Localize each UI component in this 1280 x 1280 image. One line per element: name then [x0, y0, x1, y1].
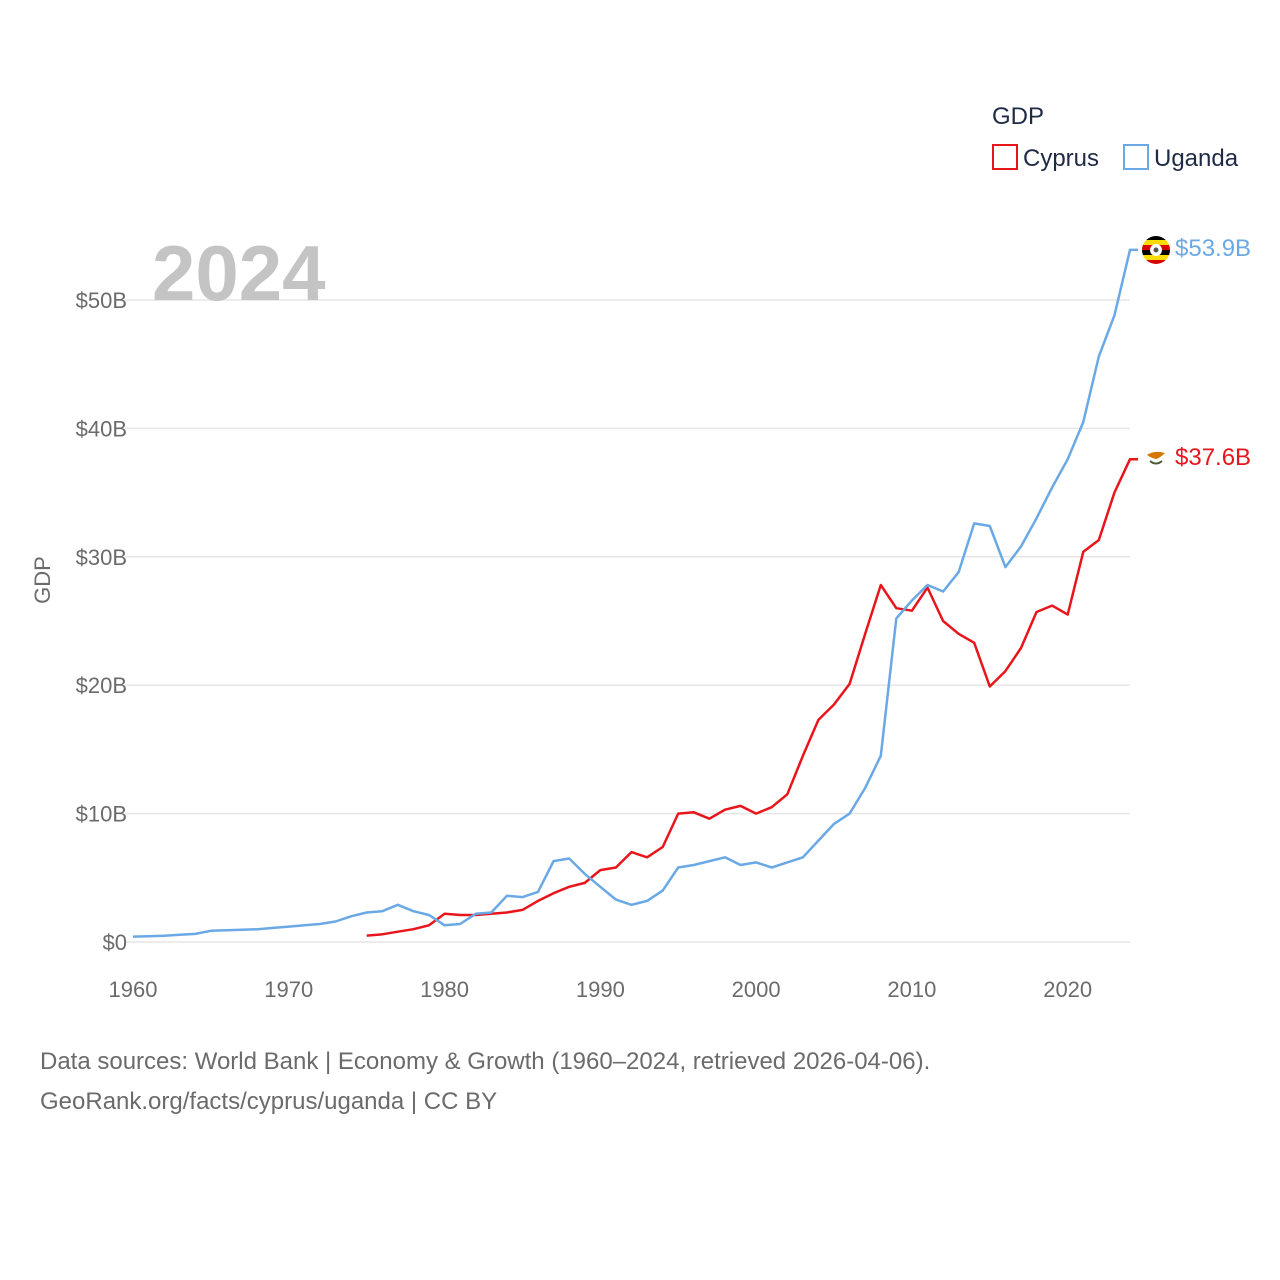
series-line-cyprus — [366, 457, 1138, 937]
end-label-cyprus: $37.6B — [1175, 444, 1251, 471]
gridlines — [125, 299, 1130, 943]
cyprus-flag-icon — [1147, 451, 1165, 465]
x-tick-label: 1980 — [420, 977, 469, 1002]
legend-title: GDP — [992, 103, 1044, 130]
y-tick-labels: $0 $10B $20B $30B $40B $50B — [76, 288, 127, 955]
legend-swatch-cyprus — [992, 144, 1018, 170]
x-tick-label: 1990 — [576, 977, 625, 1002]
end-labels: $53.9B $37.6B — [1175, 235, 1251, 471]
footer-source: Data sources: World Bank | Economy & Gro… — [40, 1042, 930, 1122]
x-tick-label: 2010 — [887, 977, 936, 1002]
end-label-uganda: $53.9B — [1175, 235, 1251, 262]
year-watermark: 2024 — [152, 229, 326, 317]
uganda-flag-icon — [1142, 236, 1170, 264]
legend-item-cyprus[interactable]: Cyprus — [992, 144, 1099, 172]
y-tick-label: $40B — [76, 416, 127, 441]
legend-label-cyprus: Cyprus — [1023, 145, 1099, 172]
y-tick-label: $50B — [76, 288, 127, 313]
x-tick-label: 1970 — [264, 977, 313, 1002]
legend-label-uganda: Uganda — [1154, 145, 1239, 172]
x-tick-label: 1960 — [109, 977, 158, 1002]
y-tick-label: $0 — [103, 930, 127, 955]
y-tick-label: $20B — [76, 673, 127, 698]
y-tick-label: $30B — [76, 545, 127, 570]
series-lines — [132, 248, 1138, 938]
y-tick-label: $10B — [76, 802, 127, 827]
x-tick-label: 2020 — [1043, 977, 1092, 1002]
legend-swatch-uganda — [1123, 144, 1149, 170]
footer-line-sources: Data sources: World Bank | Economy & Gro… — [40, 1048, 931, 1075]
legend-item-uganda[interactable]: Uganda — [1123, 144, 1239, 172]
x-tick-labels: 1960 1970 1980 1990 2000 2010 2020 — [109, 977, 1093, 1002]
x-tick-label: 2000 — [732, 977, 781, 1002]
series-line-uganda — [132, 248, 1138, 938]
y-axis-title: GDP — [30, 556, 55, 604]
gdp-line-chart: GDP Cyprus Uganda $0 $10B $20B $30B $40B $50B… — [30, 103, 1251, 1002]
footer-line-link[interactable]: GeoRank.org/facts/cyprus/uganda | CC BY — [40, 1088, 498, 1115]
